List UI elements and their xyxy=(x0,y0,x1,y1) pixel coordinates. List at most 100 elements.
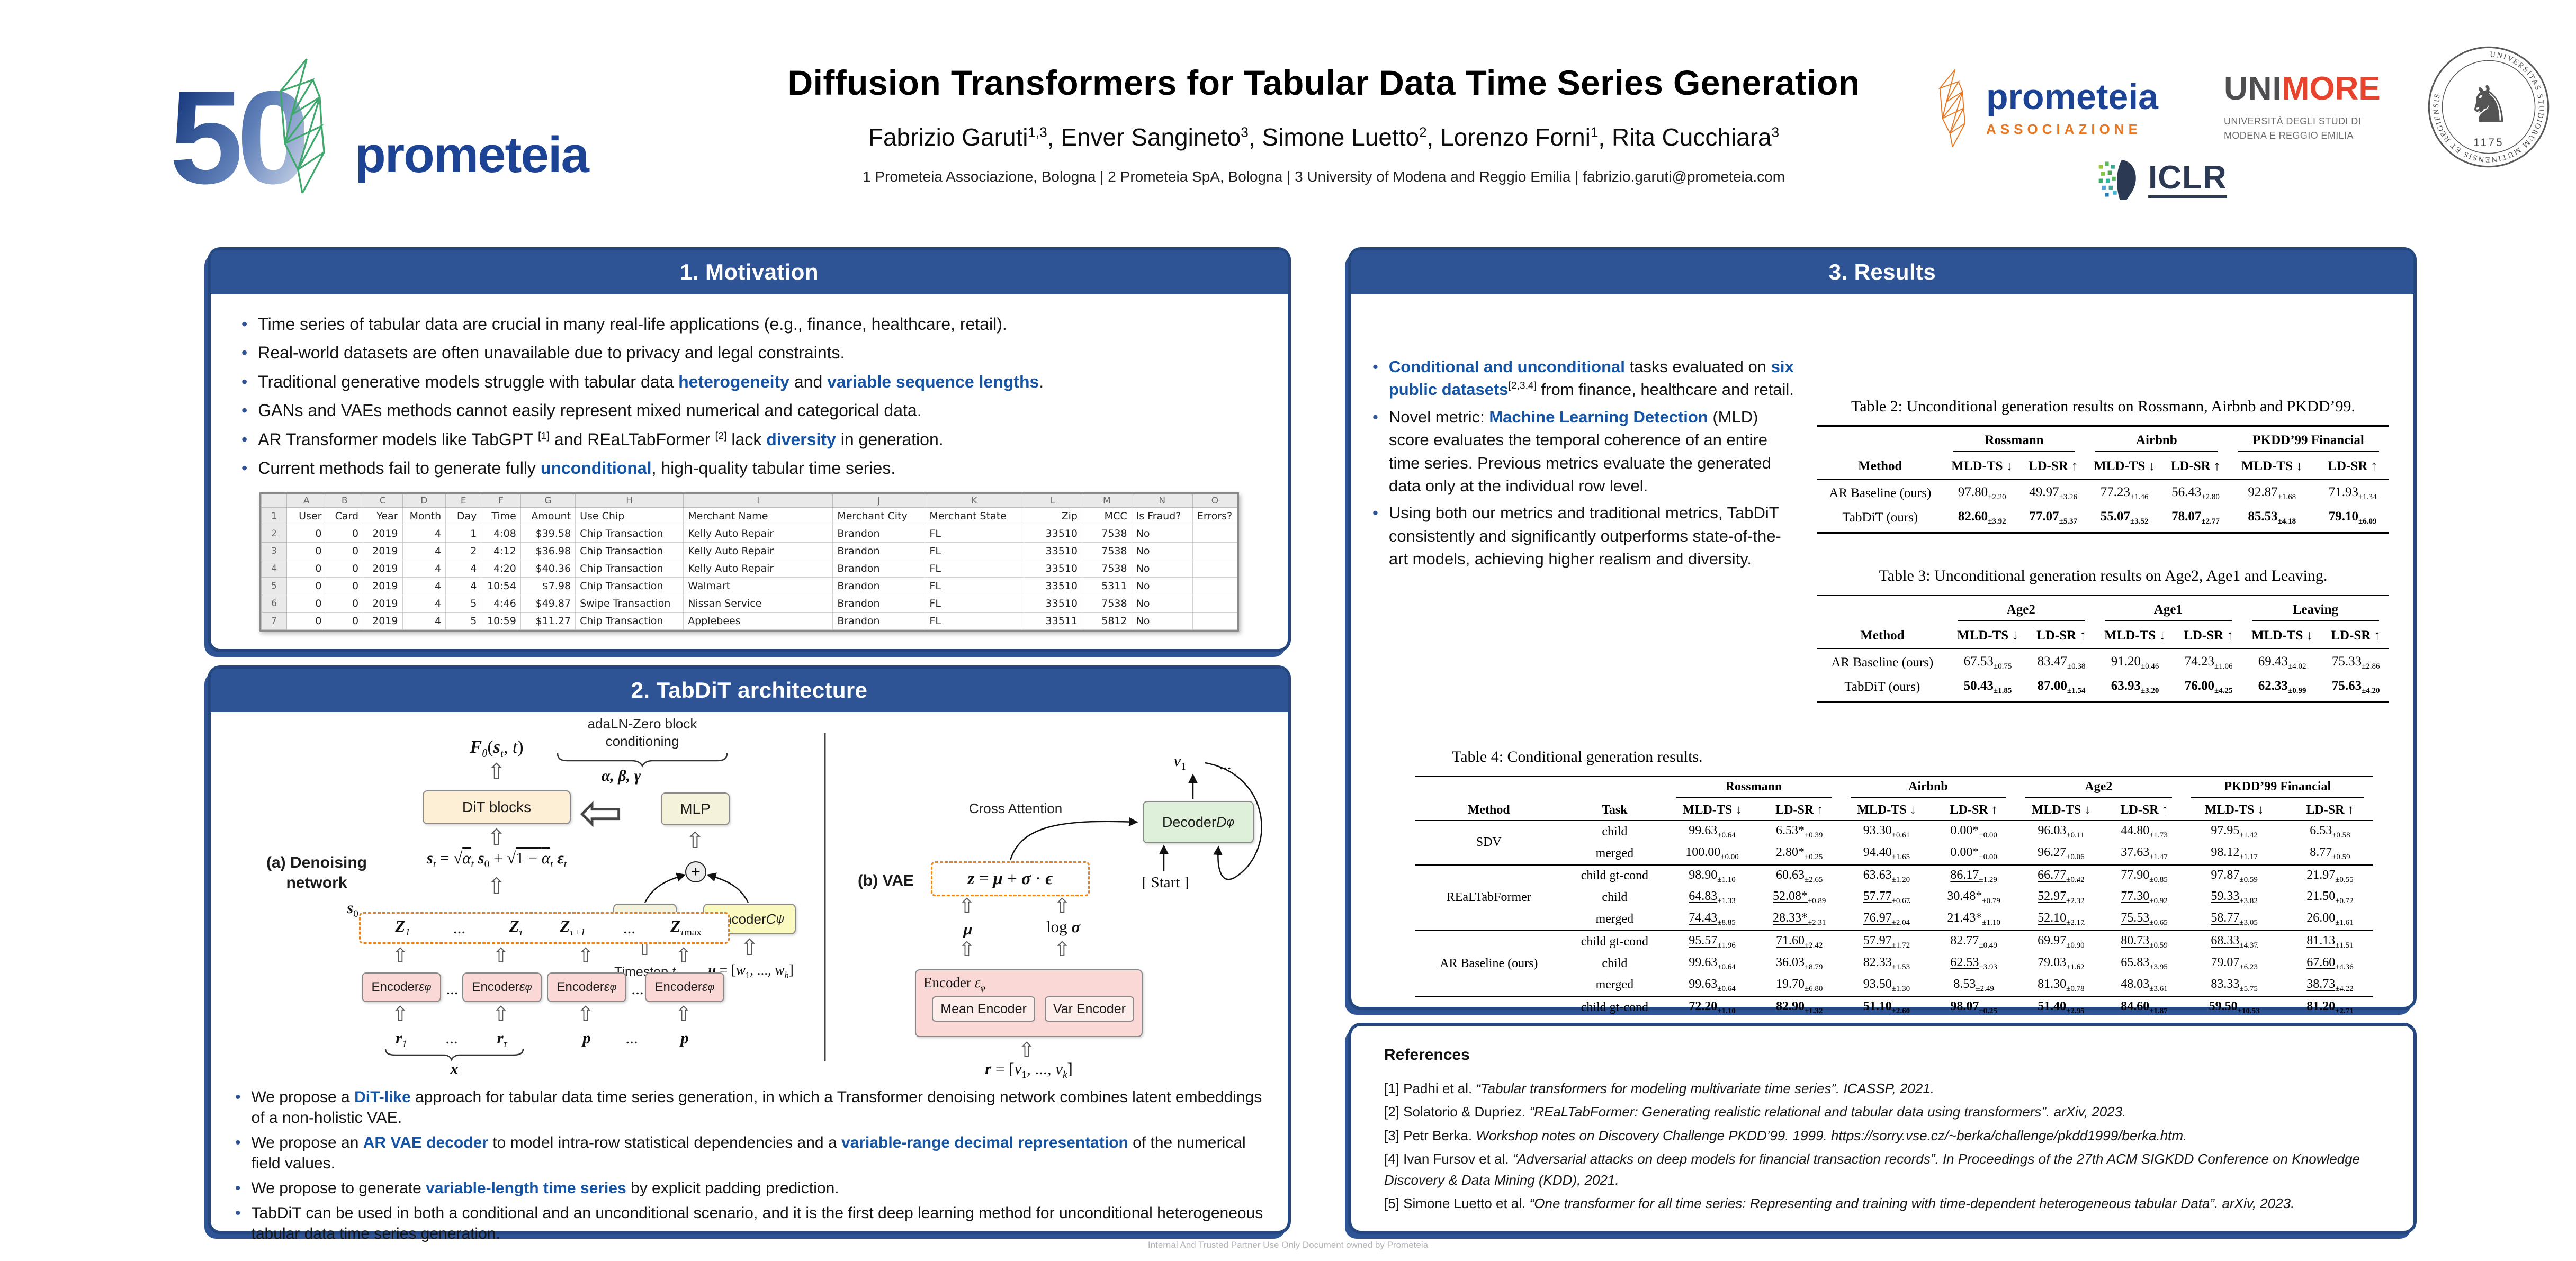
bullet-item: • We propose to generate variable-length … xyxy=(235,1178,1263,1199)
metric-value-cell: 76.00±4.25 xyxy=(2175,675,2242,703)
spreadsheet-row: 5 0 0 2019 4 4 10:54 $7.98 Chip Transaction Walma… xyxy=(261,577,1238,595)
spreadsheet-cell: No xyxy=(1131,524,1193,543)
author: Fabrizio Garuti1,3 xyxy=(868,123,1047,151)
bullet-item: • Time series of tabular data are crucial… xyxy=(241,312,1257,336)
metric-value-cell: 77.23±1.46 xyxy=(2100,485,2149,501)
spreadsheet-cell: Kelly Auto Repair xyxy=(683,542,833,560)
row-number: 1 xyxy=(261,507,288,525)
spreadsheet-cell: 5 xyxy=(445,594,482,613)
spreadsheet-cell xyxy=(1192,542,1238,560)
vae-encoder-box: Encoder εφ Mean Encoder Var Encoder xyxy=(915,969,1143,1037)
table-4: Rossmann Airbnb Age2 PKDD’99 Financial Metho… xyxy=(1415,776,2373,1064)
metric-value-cell: 75.63±4.20 xyxy=(2322,675,2389,703)
unimore-subtitle: MODENA E REGGIO EMILIA xyxy=(2224,130,2354,141)
z-formula: z = μ + σ · ϵ xyxy=(967,869,1053,888)
method-cell: SDV xyxy=(1476,835,1502,850)
results-bullets: • Conditional and unconditional tasks eva… xyxy=(1372,351,1796,575)
table-row: SDV child 99.63±0.64 6.53*±0.39 93.30±0.61 0.… xyxy=(1415,821,2373,849)
padding-label: p xyxy=(680,1029,689,1047)
table-row: AR Baseline (ours) child gt-cond 95.57±1.9… xyxy=(1415,930,2373,997)
spreadsheet-cell: 4 xyxy=(402,559,446,578)
spreadsheet-cell: Chip Transaction xyxy=(575,524,684,543)
references-title: References xyxy=(1384,1046,1470,1064)
metric-value-cell: 6.53±0.58 xyxy=(2310,824,2350,840)
metric-column-header: LD-SR ↑ xyxy=(2322,625,2389,649)
metric-value-cell: 91.20±0.46 xyxy=(2111,654,2159,671)
metric-value-cell: 98.12±1.17 xyxy=(2211,845,2258,861)
bullet-text: Conditional and unconditional tasks eval… xyxy=(1388,357,1794,399)
spreadsheet-cell: $49.87 xyxy=(520,594,576,613)
metric-value-cell: 82.77±0.49 xyxy=(1932,930,2016,953)
bullet-text: Time series of tabular data are crucial … xyxy=(258,314,1007,334)
prometeia-wordmark: prometeia xyxy=(1986,77,2158,117)
metric-value-cell: 52.08*±0.89 xyxy=(1772,889,1826,906)
metric-value-cell: 87.00±1.54 xyxy=(2028,675,2095,703)
up-arrow-icon: ⇧ xyxy=(958,939,975,961)
sum-node: + xyxy=(685,861,706,882)
metric-value-cell: 28.33*±2.31 xyxy=(1772,911,1826,927)
row-number: 2 xyxy=(261,524,288,543)
bullet-icon: • xyxy=(235,1088,241,1106)
metric-value-cell: 72.20±1.10 xyxy=(1666,996,1758,1019)
seal-knight-icon: ♞ xyxy=(2466,76,2511,133)
spreadsheet-cell: Time xyxy=(481,507,521,525)
iclr-logo: ICLR xyxy=(2096,157,2227,202)
bullet-item: • Novel metric: Machine Learning Detectio… xyxy=(1372,406,1796,498)
iclr-head-icon xyxy=(2098,159,2136,200)
up-arrow-icon: ⇧ xyxy=(392,1003,409,1025)
metric-value-cell: 51.40±2.95 xyxy=(2015,996,2107,1019)
latent-token: Z1 xyxy=(395,917,410,939)
column-letter: G xyxy=(520,493,576,508)
metric-value-cell: 74.43±8.85 xyxy=(1689,911,1736,927)
spreadsheet-cell: 33510 xyxy=(1023,559,1082,578)
up-arrow-icon: ⇧ xyxy=(577,945,594,967)
reference-item: [2] Solatorio & Dupriez. “REaLTabFormer:… xyxy=(1384,1104,2126,1120)
table-2-block: Table 2: Unconditional generation result… xyxy=(1817,398,2389,534)
bullet-icon: • xyxy=(1372,357,1378,376)
column-letter: D xyxy=(402,493,446,508)
metric-value-cell: 94.40±1.65 xyxy=(1863,845,1910,861)
bullet-item: • Using both our metrics and traditional … xyxy=(1372,501,1796,570)
spreadsheet-cell: 7538 xyxy=(1081,559,1132,578)
s0-label: s0 xyxy=(347,898,358,920)
spreadsheet-cell: $40.36 xyxy=(520,559,576,578)
column-letter: F xyxy=(481,493,521,508)
spreadsheet-cell: FL xyxy=(925,559,1024,578)
metric-value-cell: 96.27±0.06 xyxy=(2038,845,2085,861)
metric-value-cell: 83.47±0.38 xyxy=(2037,654,2086,671)
metric-value-cell: 56.43±2.80 xyxy=(2171,485,2220,501)
metric-value-cell: 50.43±1.85 xyxy=(1947,675,2029,703)
bullet-item: • Real-world datasets are often unavailab… xyxy=(241,341,1257,365)
spreadsheet-cell: Nissan Service xyxy=(683,594,833,613)
metric-value-cell: 59.50±10.53 xyxy=(2182,996,2287,1019)
reparameterization-box: z = μ + σ · ϵ xyxy=(931,861,1090,896)
spreadsheet-cell: Kelly Auto Repair xyxy=(683,559,833,578)
spreadsheet-cell: $7.98 xyxy=(520,577,576,595)
ellipsis: ... xyxy=(446,979,459,998)
bullet-icon: • xyxy=(241,372,248,391)
spreadsheet-cell: 2019 xyxy=(363,524,403,543)
metric-value-cell: 64.83±1.33 xyxy=(1689,889,1736,906)
row-number: 3 xyxy=(261,542,288,560)
table-row: AR Baseline (ours) 67.53±0.75 83.47±0.38 91… xyxy=(1817,648,2389,675)
up-arrow-icon: ⇧ xyxy=(675,945,692,967)
spreadsheet-cell: 0 xyxy=(286,611,327,630)
column-letter: J xyxy=(832,493,926,508)
spreadsheet-cell: 0 xyxy=(286,594,327,613)
spreadsheet-cell: User xyxy=(286,507,327,525)
var-encoder-box: Var Encoder xyxy=(1044,996,1134,1022)
mean-encoder-box: Mean Encoder xyxy=(932,996,1035,1022)
metric-column-header: MLD-TS ↓ xyxy=(1841,800,1933,821)
bullet-text: AR Transformer models like TabGPT [1] an… xyxy=(258,429,944,449)
r-vector-label: r = [v1, ..., vk] xyxy=(985,1059,1073,1081)
column-letter: I xyxy=(683,493,833,508)
spreadsheet-cell: $36.98 xyxy=(520,542,576,560)
dataset-group-header: Age2 xyxy=(1947,595,2095,625)
column-letter: N xyxy=(1131,493,1193,508)
spreadsheet-cell: FL xyxy=(925,542,1024,560)
metric-value-cell: 49.97±3.26 xyxy=(2029,485,2078,501)
spreadsheet-cell: 4:12 xyxy=(481,542,521,560)
